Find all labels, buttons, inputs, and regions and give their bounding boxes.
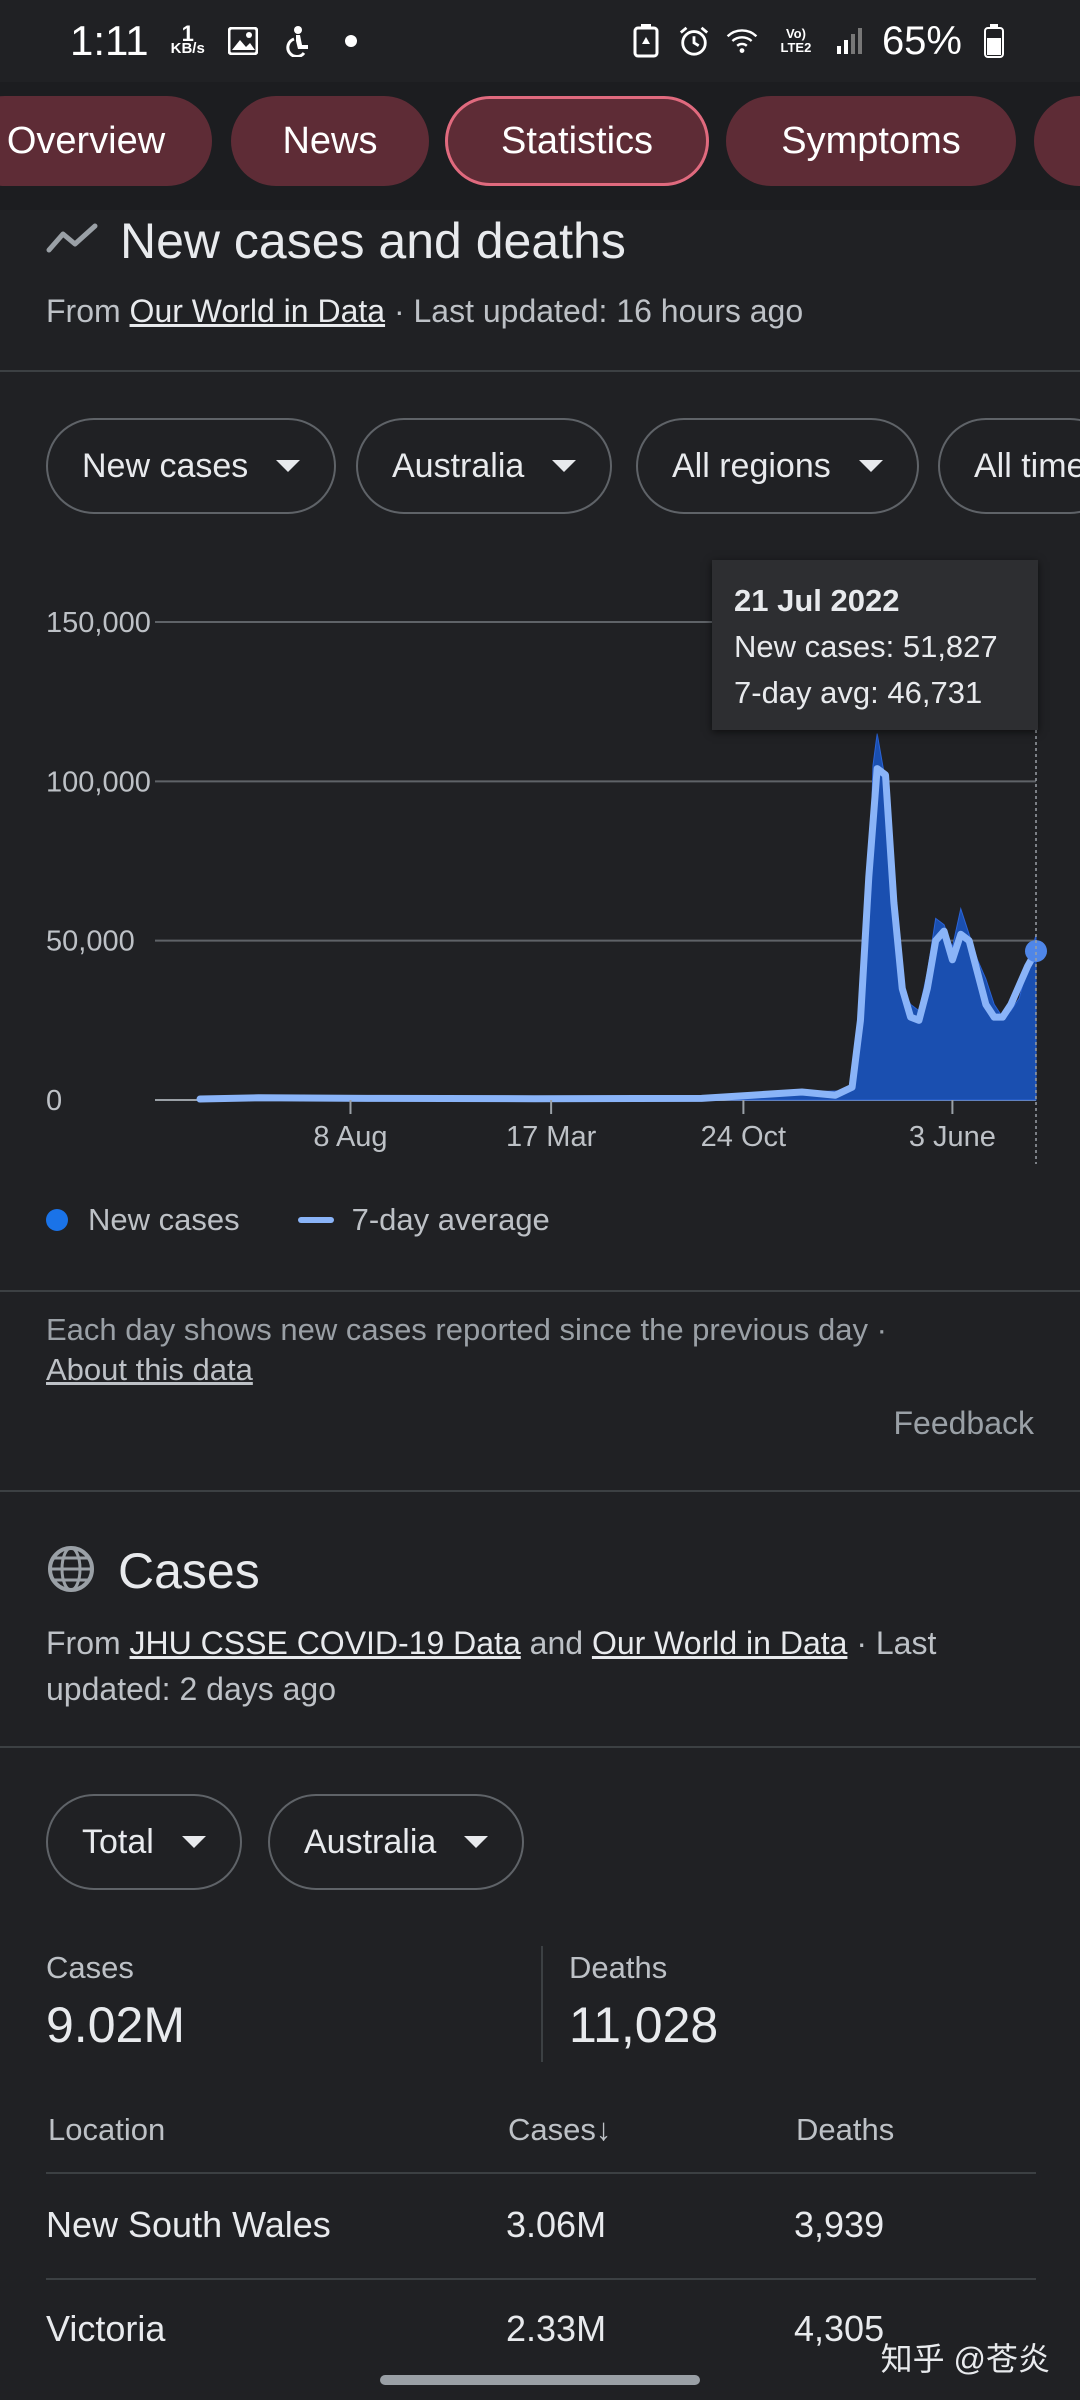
chevron-down-icon [858,460,883,472]
cases-title: Cases [118,1543,260,1599]
owid-source-link[interactable]: Our World in Data [591,1625,848,1661]
y-tick-label: 150,000 [46,607,151,639]
column-deaths[interactable]: Deaths [796,2112,895,2147]
battery-percent: 65% [881,18,962,63]
tab-statistics[interactable]: Statistics [445,96,709,186]
row-location: Victoria [46,2308,166,2349]
row-location: New South Wales [46,2204,331,2245]
jhu-source-link[interactable]: JHU CSSE COVID-19 Data [129,1625,521,1661]
new-cases-chart[interactable]: 8 Aug 17 Mar 24 Oct 3 June 0 50,000 100,000 15… [0,550,1080,1190]
chevron-down-icon [276,460,301,472]
row-deaths: 3,939 [794,2204,885,2245]
legend-new-cases: New cases [88,1202,240,1237]
page-title: New cases and deaths [120,213,626,269]
tooltip-cases: New cases: 51,827 [734,629,998,664]
y-tick-label: 50,000 [46,926,135,958]
status-bar: 1:11 1 KB/s Vo) LTE2 65% [0,0,1080,82]
deaths-label: Deaths [569,1950,668,1985]
network-speed: 1 KB/s [170,21,205,57]
sort-arrow-icon: ↓ [595,2112,612,2147]
gallery-icon [227,25,259,57]
wifi-icon [726,25,758,57]
about-data-link[interactable]: About this data [46,1352,253,1387]
tooltip-date: 21 Jul 2022 [734,583,900,618]
notification-dot-icon [335,25,367,57]
clock: 1:11 [70,17,149,64]
cases-source: From JHU CSSE COVID-19 Data and Our Worl… [46,1625,937,1707]
tab-next[interactable] [1034,96,1080,186]
divider [0,1290,1080,1292]
cases-label: Cases [46,1950,134,1985]
chart-legend: New cases 7-day average [46,1202,550,1238]
new-cases-legend-dot [46,1209,68,1231]
table-row[interactable]: Victoria 2.33M 4,305 [46,2280,1036,2382]
cases-total: 9.02M [46,1997,185,2053]
new-cases-header: New cases and deaths [46,212,626,270]
trend-icon [46,222,98,261]
row-cases: 2.33M [506,2308,607,2349]
data-note: Each day shows new cases reported since … [46,1312,887,1387]
x-tick-label: 17 Mar [506,1121,597,1153]
new-cases-source: From Our World in Data · Last updated: 1… [46,293,804,329]
total-dropdown[interactable]: Total [46,1794,242,1890]
globe-icon [46,1544,96,1599]
x-tick-label: 3 June [909,1121,996,1153]
watermark: 知乎 @苍炎 [880,2341,1050,2377]
tab-bar: Overview News Statistics Symptoms [0,82,1080,210]
deaths-total: 11,028 [569,1997,719,2053]
feedback-link[interactable]: Feedback [893,1405,1034,1441]
region-dropdown[interactable]: All regions [636,418,919,514]
column-cases[interactable]: Cases↓ [508,2112,612,2147]
country-dropdown[interactable]: Australia [356,418,613,514]
chevron-down-icon [464,1836,489,1848]
network-type: Vo) LTE2 [780,26,812,55]
table-divider [46,2172,1036,2174]
tab-news[interactable]: News [231,96,429,186]
selected-point [1025,940,1047,963]
stats-divider [541,1946,543,2062]
chart-tooltip: 21 Jul 2022 New cases: 51,827 7-day avg:… [712,560,1038,730]
time-range-dropdown[interactable]: All time [938,418,1080,514]
x-tick-label: 8 Aug [313,1121,387,1153]
alarm-icon [678,25,710,57]
chevron-down-icon [552,460,577,472]
y-tick-label: 100,000 [46,766,151,798]
x-tick-label: 24 Oct [701,1121,786,1153]
divider [0,1746,1080,1748]
accessibility-icon [281,25,313,57]
tooltip-avg: 7-day avg: 46,731 [734,675,983,710]
divider [0,1490,1080,1492]
gesture-nav-bar[interactable] [380,2375,700,2385]
cases-header: Cases [46,1542,260,1600]
legend-7day-average: 7-day average [351,1202,550,1237]
divider [0,370,1080,372]
row-deaths: 4,305 [794,2308,885,2349]
new-cases-area [199,733,1037,1101]
y-tick-label: 0 [46,1085,62,1117]
source-link[interactable]: Our World in Data [129,293,386,329]
tab-overview[interactable]: Overview [0,96,212,186]
chart-svg: 8 Aug 17 Mar 24 Oct 3 June 0 50,000 100,000 15… [46,607,1047,1164]
table-row[interactable]: New South Wales 3.06M 3,939 [46,2176,1036,2278]
table-divider [46,2278,1036,2280]
row-cases: 3.06M [506,2204,607,2245]
battery-icon [978,24,1010,58]
signal-icon [834,25,866,57]
avg-legend-line [297,1217,334,1223]
metric-dropdown[interactable]: New cases [46,418,337,514]
seven-day-average-line [196,765,1040,1103]
chevron-down-icon [181,1836,206,1848]
cases-country-dropdown[interactable]: Australia [268,1794,525,1890]
battery-saver-icon [630,24,662,58]
tab-symptoms[interactable]: Symptoms [726,96,1016,186]
column-location[interactable]: Location [48,2112,166,2147]
